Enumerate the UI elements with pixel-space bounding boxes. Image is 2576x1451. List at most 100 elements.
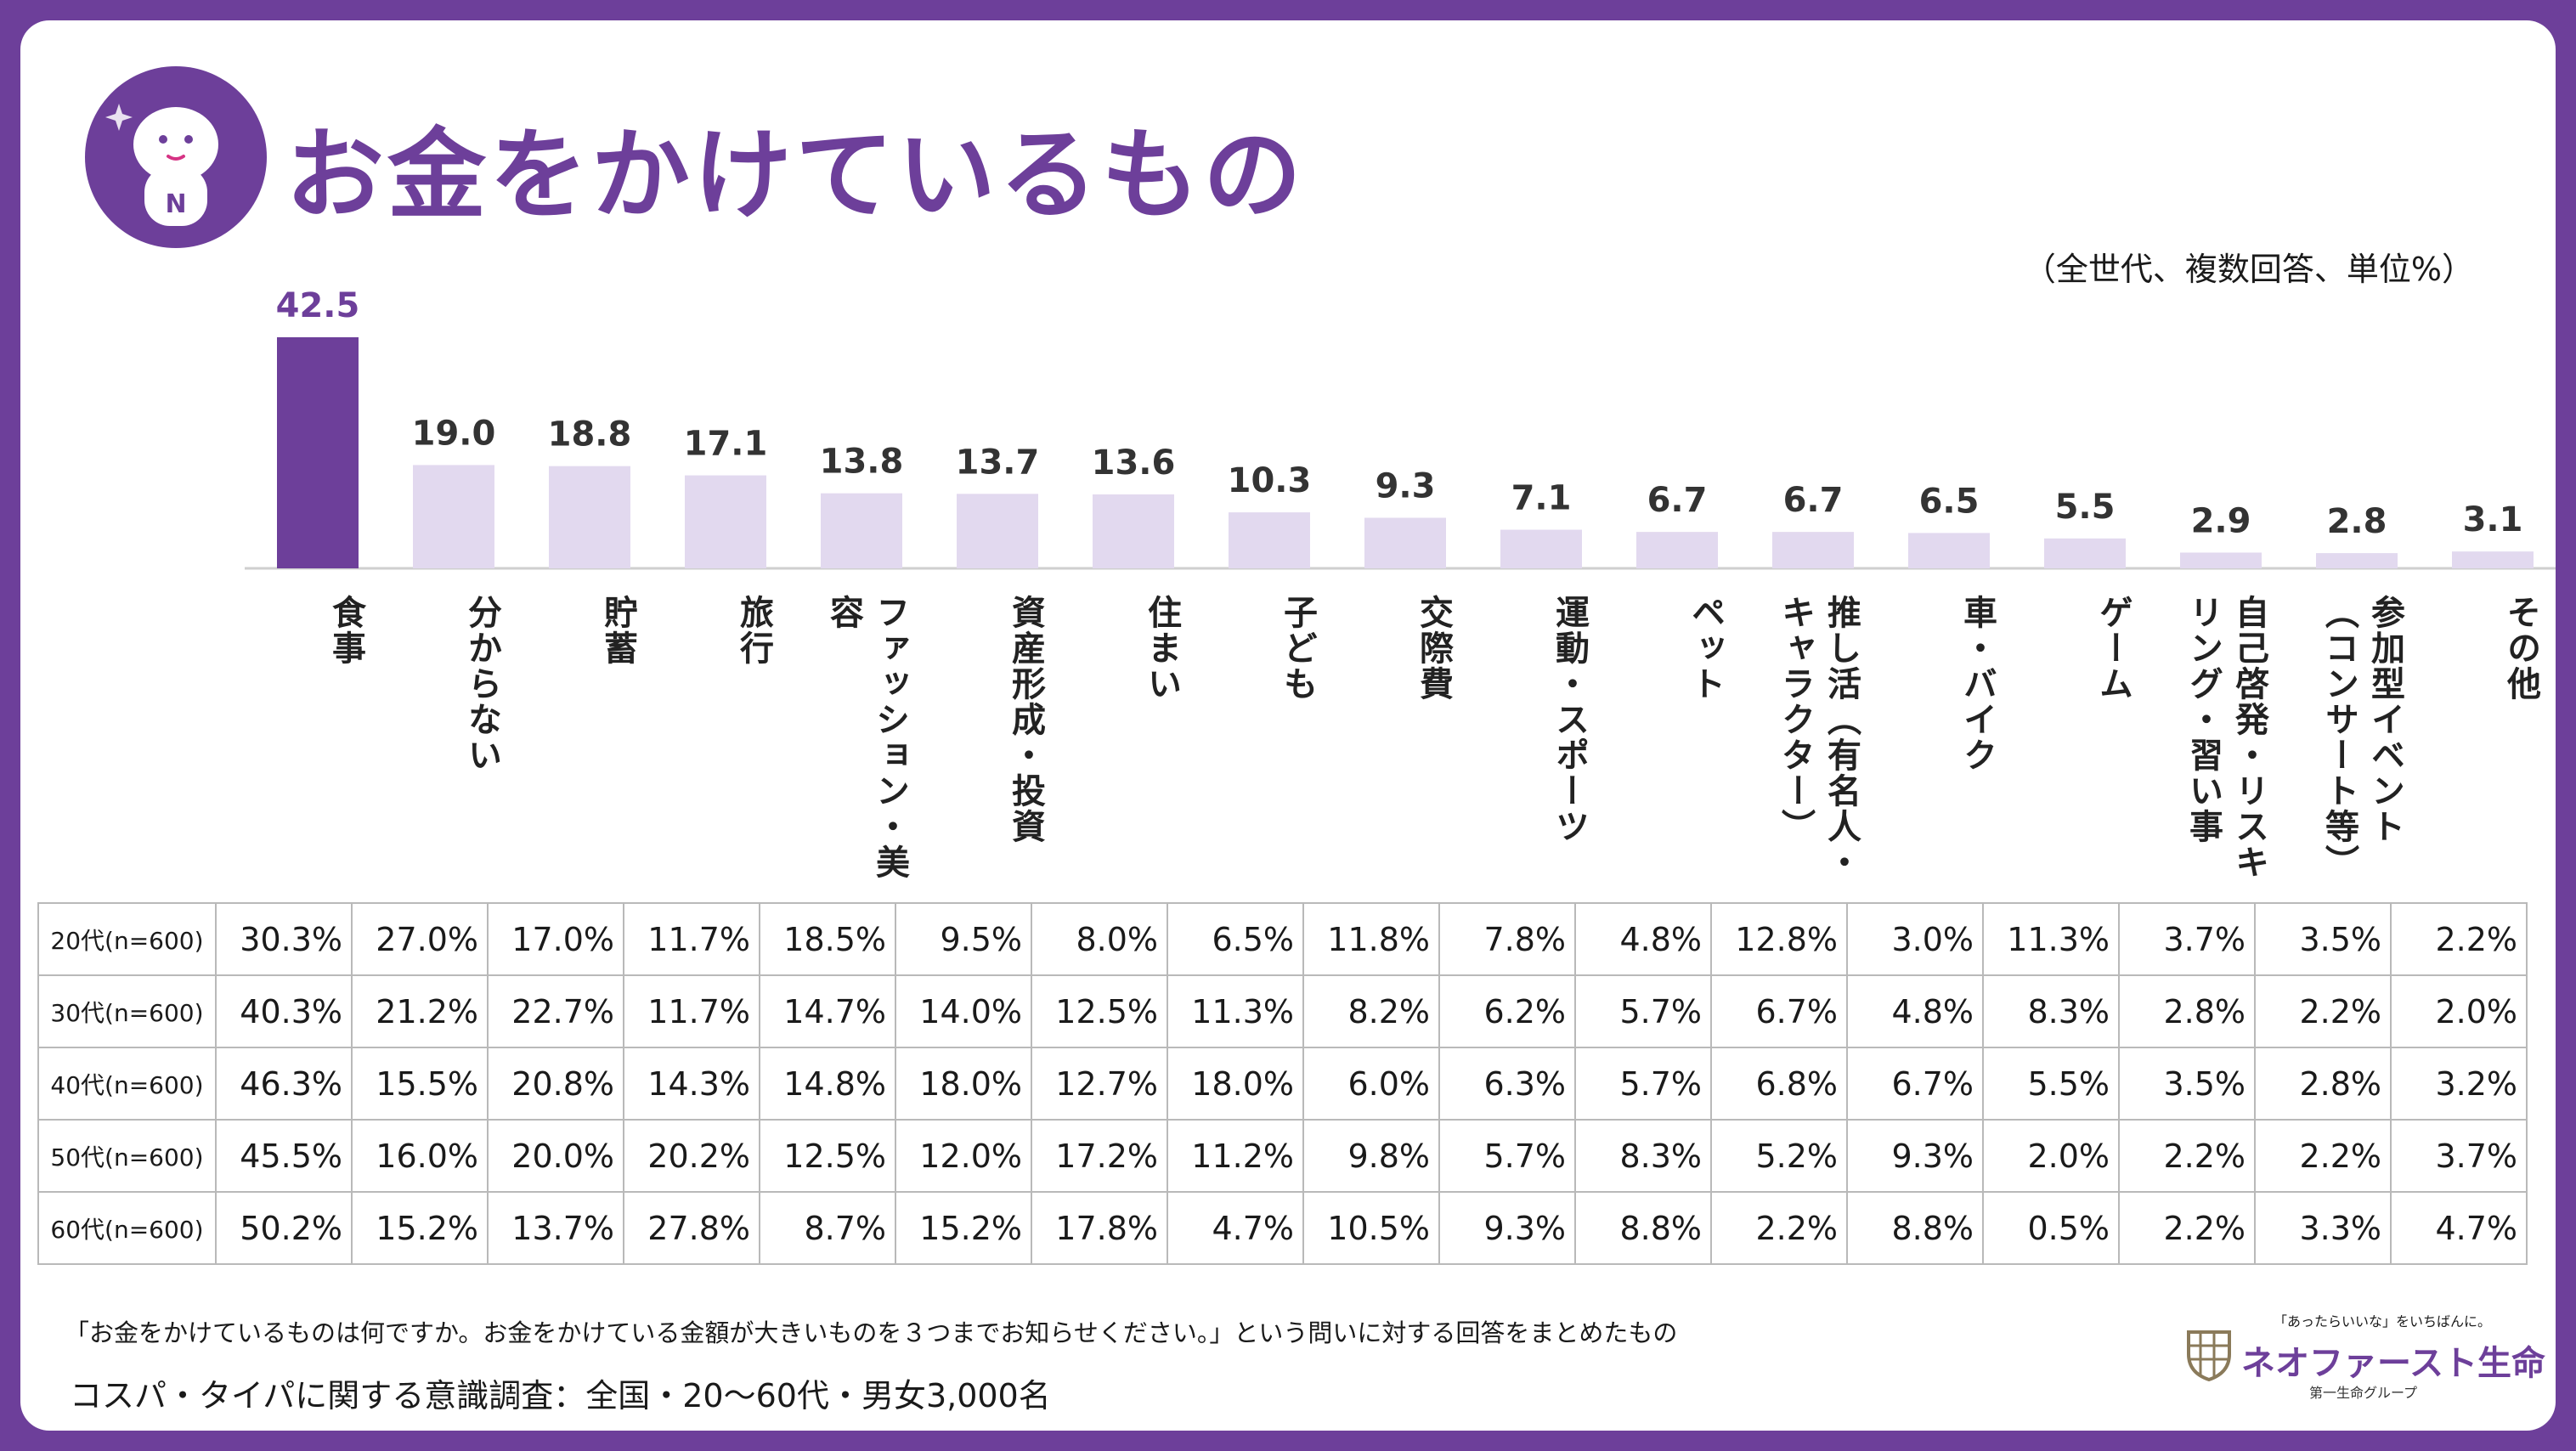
table-cell: 11.7%	[623, 902, 760, 976]
table-row: 50代(n=600) 45.5% 16.0% 20.0% 20.2% 12.5% 12.0%…	[37, 1119, 2528, 1193]
source-note: コスパ・タイパに関する意識調査：全国・20～60代・男女3,000名	[70, 1377, 1051, 1414]
table-cell: 3.7%	[2118, 902, 2256, 976]
table-cell: 17.2%	[1031, 1119, 1168, 1193]
table-cell: 8.2%	[1302, 974, 1440, 1048]
category-label: 運動・スポーツ	[1550, 595, 1589, 844]
bar-value-label: 6.7	[1647, 481, 1708, 520]
table-cell: 27.0%	[351, 902, 489, 976]
table-cell: 8.7%	[759, 1191, 896, 1265]
bar	[957, 494, 1038, 568]
table-cell: 14.7%	[759, 974, 896, 1048]
table-cell: 8.8%	[1846, 1191, 1984, 1265]
table-row: 30代(n=600) 40.3% 21.2% 22.7% 11.7% 14.7% 14.0%…	[37, 974, 2528, 1048]
category-label: ゲーム	[2093, 595, 2133, 702]
table-cell: 12.5%	[1031, 974, 1168, 1048]
bar-value-label: 10.3	[1228, 461, 1312, 500]
table-row: 60代(n=600) 50.2% 15.2% 13.7% 27.8% 8.7% 15.2% 1…	[37, 1191, 2528, 1265]
table-cell: 45.5%	[215, 1119, 353, 1193]
table-cell: 14.0%	[895, 974, 1032, 1048]
table-cell: 11.2%	[1167, 1119, 1304, 1193]
table-cell: 5.7%	[1438, 1119, 1576, 1193]
category-label: 食事	[326, 595, 365, 666]
bar-chart: 42.5 19.0 18.8 17.1 13.8 13.7 13.6 10.3 9.3 7.1 6.…	[245, 286, 2556, 570]
category-label: 旅行	[734, 595, 773, 666]
table-cell: 18.0%	[1167, 1047, 1304, 1121]
table-cell: 11.8%	[1302, 902, 1440, 976]
table-cell: 21.2%	[351, 974, 489, 1048]
table-cell: 2.2%	[2118, 1191, 2256, 1265]
table-cell: 4.8%	[1574, 902, 1712, 976]
table-cell: 2.8%	[2118, 974, 2256, 1048]
table-cell: 3.2%	[2390, 1047, 2528, 1121]
table-cell: 8.0%	[1031, 902, 1168, 976]
table-cell: 3.3%	[2254, 1191, 2392, 1265]
table-cell: 5.7%	[1574, 974, 1712, 1048]
table-cell: 6.3%	[1438, 1047, 1576, 1121]
table-cell: 8.3%	[1574, 1119, 1712, 1193]
bar-value-label: 6.7	[1783, 481, 1844, 520]
category-label: 分からない	[462, 595, 501, 773]
table-cell: 2.2%	[2254, 1119, 2392, 1193]
bar	[685, 475, 766, 568]
row-label: 30代(n=600)	[37, 974, 217, 1048]
table-cell: 3.5%	[2118, 1047, 2256, 1121]
bar-value-label: 6.5	[1919, 482, 1980, 521]
logo-sub: 第一生命グループ	[2309, 1385, 2418, 1401]
table-cell: 3.7%	[2390, 1119, 2528, 1193]
table-cell: 15.2%	[351, 1191, 489, 1265]
table-cell: 14.3%	[623, 1047, 760, 1121]
table-cell: 9.3%	[1846, 1119, 1984, 1193]
bar	[1093, 494, 1174, 568]
table-cell: 17.0%	[487, 902, 624, 976]
bar	[1772, 532, 1854, 568]
bar	[1908, 533, 1990, 568]
table-cell: 4.7%	[1167, 1191, 1304, 1265]
slide-card: N お金をかけているもの （全世代、複数回答、単位%） 42.5 19.0 18.8…	[20, 20, 2556, 1431]
category-label: 車・バイク	[1957, 595, 1997, 773]
category-label: 住まい	[1142, 595, 1181, 702]
category-label: その他	[2501, 595, 2540, 702]
table-cell: 6.8%	[1710, 1047, 1848, 1121]
table-cell: 12.5%	[759, 1119, 896, 1193]
table-cell: 11.3%	[1982, 902, 2120, 976]
category-label: 資産形成・投資	[1006, 595, 1045, 844]
table-cell: 2.2%	[2254, 974, 2392, 1048]
bar	[1500, 529, 1582, 568]
bar	[2180, 552, 2262, 568]
table-cell: 6.0%	[1302, 1047, 1440, 1121]
category-label: 子ども	[1278, 595, 1317, 702]
bar	[2452, 551, 2534, 568]
table-cell: 5.2%	[1710, 1119, 1848, 1193]
table-cell: 13.7%	[487, 1191, 624, 1265]
category-label: 参加型イベント（コンサート等）	[2319, 595, 2404, 880]
data-table: 20代(n=600) 30.3% 27.0% 17.0% 11.7% 18.5% 9.5% 8…	[37, 902, 2528, 1265]
category-label: ファッション・美容	[824, 595, 909, 880]
table-cell: 10.5%	[1302, 1191, 1440, 1265]
table-cell: 15.2%	[895, 1191, 1032, 1265]
table-cell: 6.5%	[1167, 902, 1304, 976]
row-label: 50代(n=600)	[37, 1119, 217, 1193]
bar	[1364, 517, 1446, 568]
table-cell: 3.0%	[1846, 902, 1984, 976]
table-cell: 27.8%	[623, 1191, 760, 1265]
table-row: 20代(n=600) 30.3% 27.0% 17.0% 11.7% 18.5% 9.5% 8…	[37, 902, 2528, 976]
table-cell: 4.7%	[2390, 1191, 2528, 1265]
shield-icon	[2187, 1330, 2231, 1381]
bar-value-label: 13.7	[956, 443, 1040, 482]
logo-name: ネオファースト生命	[2241, 1344, 2545, 1383]
table-cell: 0.5%	[1982, 1191, 2120, 1265]
table-row: 40代(n=600) 46.3% 15.5% 20.8% 14.3% 14.8% 18.0%…	[37, 1047, 2528, 1121]
table-cell: 12.0%	[895, 1119, 1032, 1193]
question-note: 「お金をかけているものは何ですか。お金をかけている金額が大きいものを３つまでお知…	[65, 1318, 1678, 1347]
bar	[413, 465, 494, 568]
table-cell: 2.8%	[2254, 1047, 2392, 1121]
table-cell: 12.8%	[1710, 902, 1848, 976]
table-cell: 2.0%	[1982, 1119, 2120, 1193]
table-cell: 6.2%	[1438, 974, 1576, 1048]
table-cell: 18.5%	[759, 902, 896, 976]
table-cell: 8.3%	[1982, 974, 2120, 1048]
table-cell: 2.2%	[2118, 1119, 2256, 1193]
bar-value-label: 42.5	[276, 286, 360, 325]
table-cell: 20.2%	[623, 1119, 760, 1193]
table-cell: 2.0%	[2390, 974, 2528, 1048]
